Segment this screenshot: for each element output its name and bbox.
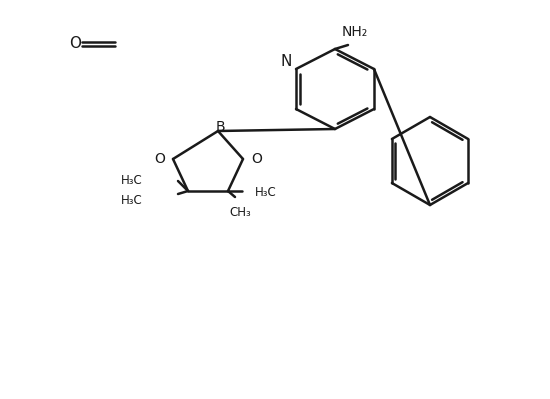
Text: O: O	[155, 152, 166, 166]
Text: H₃C: H₃C	[255, 186, 277, 198]
Text: H₃C: H₃C	[121, 174, 143, 188]
Text: N: N	[280, 53, 292, 69]
Text: O: O	[251, 152, 262, 166]
Text: O: O	[69, 36, 81, 51]
Text: H₃C: H₃C	[121, 194, 143, 207]
Text: NH₂: NH₂	[342, 25, 368, 39]
Text: B: B	[215, 120, 225, 134]
Text: CH₃: CH₃	[229, 207, 251, 219]
